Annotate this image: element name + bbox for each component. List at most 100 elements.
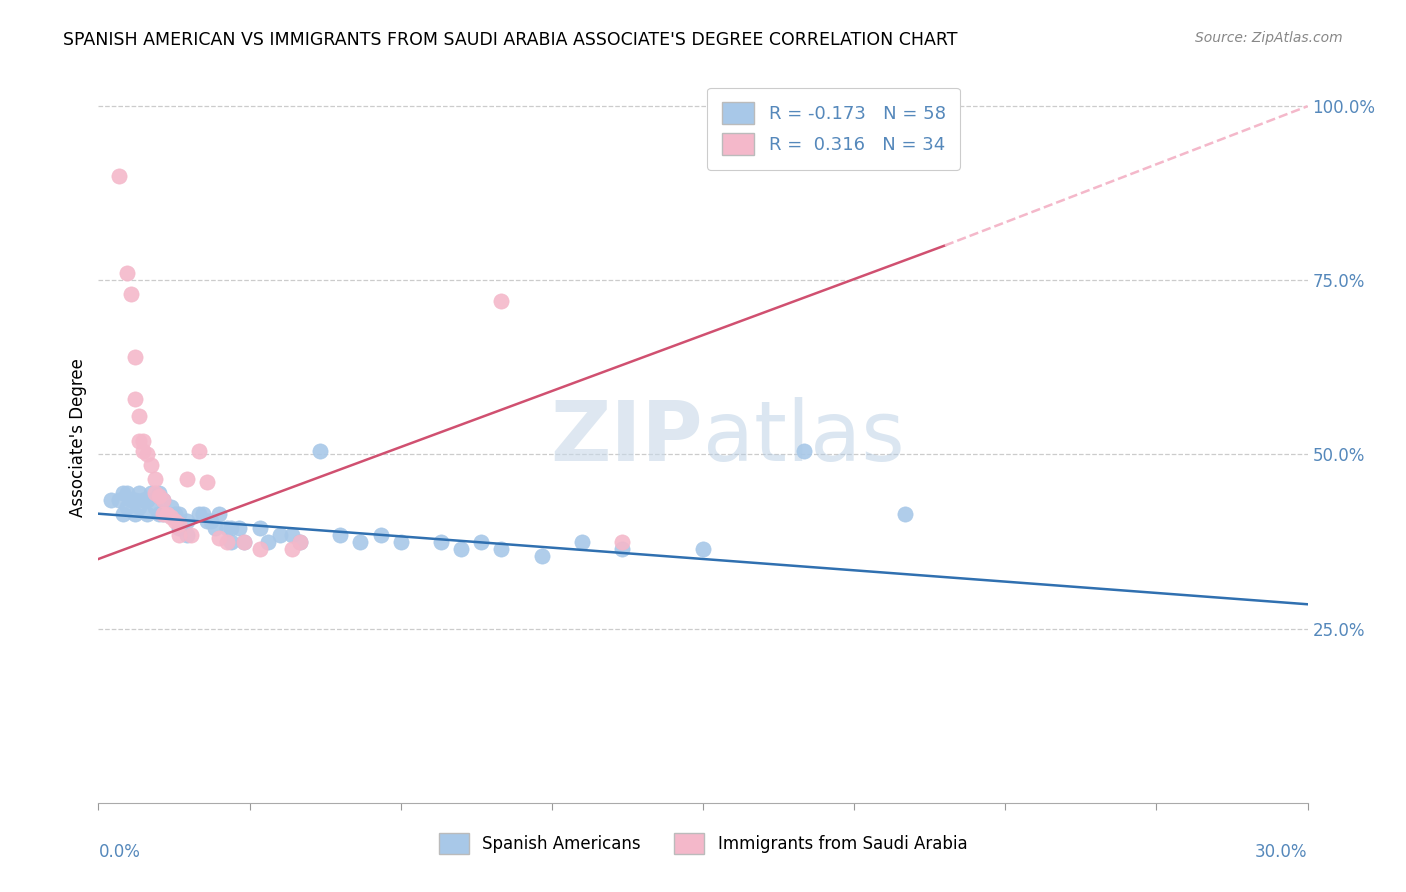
Point [128, 409, 150, 424]
Point [204, 521, 226, 535]
Legend: Spanish Americans, Immigrants from Saudi Arabia: Spanish Americans, Immigrants from Saudi… [432, 827, 974, 860]
Point [148, 507, 170, 521]
Point [195, 475, 218, 490]
Point [232, 534, 254, 549]
Point [135, 448, 157, 462]
Point [530, 549, 553, 563]
Point [120, 492, 142, 507]
Point [281, 541, 304, 556]
Point [124, 350, 146, 364]
Point [309, 444, 332, 458]
Point [349, 534, 371, 549]
Point [571, 534, 593, 549]
Point [167, 527, 190, 541]
Point [221, 521, 243, 535]
Point [188, 444, 211, 458]
Point [111, 485, 134, 500]
Point [132, 444, 155, 458]
Point [450, 541, 472, 556]
Point [107, 492, 129, 507]
Point [139, 458, 162, 472]
Point [132, 434, 155, 448]
Point [281, 527, 304, 541]
Point [160, 510, 183, 524]
Point [156, 507, 179, 521]
Point [329, 527, 352, 541]
Text: ZIP: ZIP [551, 397, 703, 477]
Point [208, 507, 231, 521]
Point [232, 534, 254, 549]
Point [152, 492, 174, 507]
Point [167, 517, 190, 532]
Point [491, 294, 513, 309]
Text: atlas: atlas [703, 397, 904, 477]
Point [152, 492, 174, 507]
Point [115, 500, 138, 514]
Point [167, 521, 190, 535]
Point [148, 485, 170, 500]
Point [111, 507, 134, 521]
Point [269, 527, 291, 541]
Point [115, 485, 138, 500]
Point [430, 534, 453, 549]
Point [107, 169, 129, 183]
Point [160, 500, 183, 514]
Point [249, 521, 271, 535]
Point [124, 507, 146, 521]
Point [256, 534, 278, 549]
Point [195, 514, 218, 528]
Point [100, 492, 122, 507]
Text: 0.0%: 0.0% [98, 843, 141, 861]
Point [163, 514, 186, 528]
Point [893, 507, 915, 521]
Point [128, 500, 150, 514]
Point [221, 534, 243, 549]
Text: 30.0%: 30.0% [1256, 843, 1308, 861]
Point [139, 485, 162, 500]
Point [124, 492, 146, 507]
Point [135, 492, 157, 507]
Point [893, 113, 915, 128]
Point [188, 507, 211, 521]
Point [152, 507, 174, 521]
Point [288, 534, 311, 549]
Point [200, 514, 222, 528]
Point [128, 434, 150, 448]
Point [176, 472, 198, 486]
Point [470, 534, 492, 549]
Point [176, 514, 198, 528]
Point [143, 472, 166, 486]
Point [793, 444, 815, 458]
Point [692, 541, 714, 556]
Point [132, 492, 155, 507]
Point [217, 521, 239, 535]
Point [156, 507, 179, 521]
Y-axis label: Associate's Degree: Associate's Degree [69, 358, 87, 516]
Point [135, 507, 157, 521]
Point [124, 392, 146, 406]
Point [180, 527, 202, 541]
Point [612, 541, 634, 556]
Point [163, 507, 186, 521]
Point [148, 489, 170, 503]
Point [217, 534, 239, 549]
Text: Source: ZipAtlas.com: Source: ZipAtlas.com [1195, 31, 1343, 45]
Point [152, 507, 174, 521]
Point [143, 485, 166, 500]
Point [370, 527, 392, 541]
Point [288, 534, 311, 549]
Point [228, 521, 250, 535]
Point [389, 534, 412, 549]
Point [143, 500, 166, 514]
Point [491, 541, 513, 556]
Point [120, 287, 142, 301]
Point [167, 507, 190, 521]
Point [128, 485, 150, 500]
Point [208, 531, 231, 545]
Text: SPANISH AMERICAN VS IMMIGRANTS FROM SAUDI ARABIA ASSOCIATE'S DEGREE CORRELATION : SPANISH AMERICAN VS IMMIGRANTS FROM SAUD… [63, 31, 957, 49]
Point [193, 507, 215, 521]
Point [176, 527, 198, 541]
Point [249, 541, 271, 556]
Point [115, 266, 138, 280]
Point [612, 534, 634, 549]
